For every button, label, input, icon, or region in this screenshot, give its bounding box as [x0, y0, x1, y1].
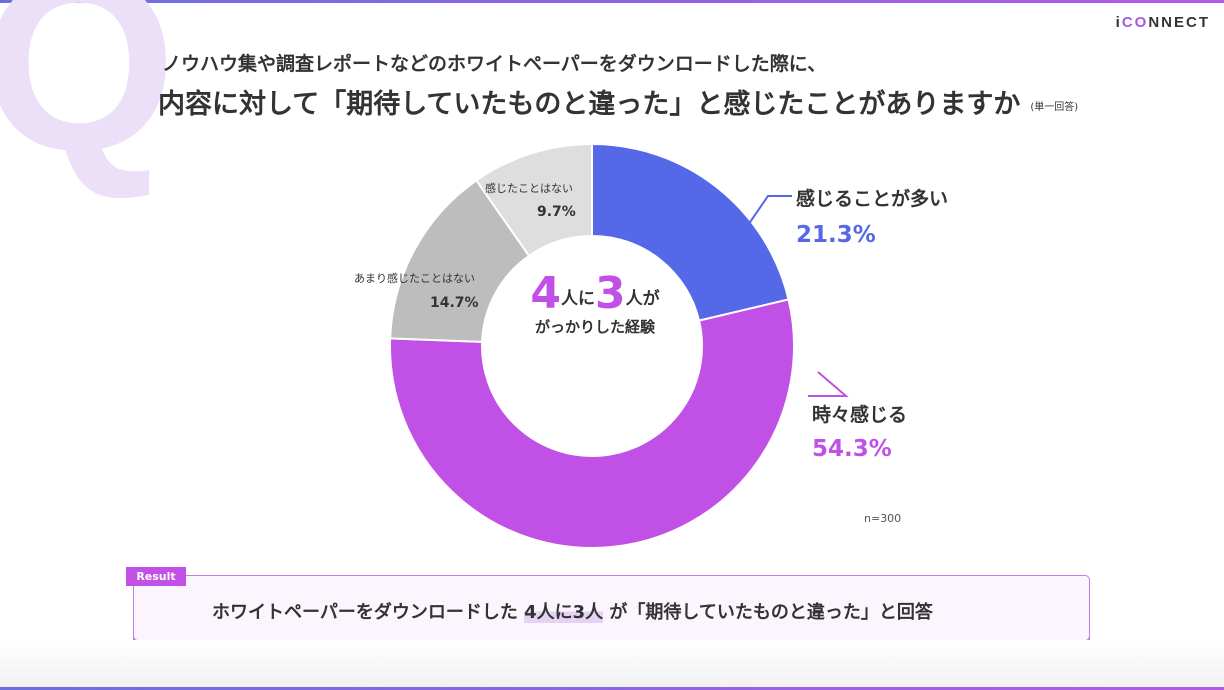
- leader-line-0: [745, 195, 792, 229]
- label-often: 感じることが多い: [796, 188, 949, 210]
- result-highlight: 4人に3人: [524, 602, 604, 623]
- question-line1: ノウハウ集や調査レポートなどのホワイトペーパーをダウンロードした際に、: [162, 53, 827, 75]
- value-often: 21.3%: [796, 222, 876, 248]
- value-never: 9.7%: [537, 204, 576, 220]
- answer-type-note: (単一回答): [1030, 102, 1079, 113]
- value-rarely: 14.7%: [430, 295, 479, 311]
- donut-slice-3: [474, 142, 593, 258]
- result-box: [133, 575, 1090, 641]
- leader-line-1: [808, 371, 849, 397]
- question-line2: 内容に対して「期待していたものと違った」と感じたことがありますか (単一回答): [158, 89, 1079, 120]
- result-tag: Result: [126, 567, 186, 586]
- bottom-accent-bar: [0, 687, 1224, 690]
- result-text: ホワイトペーパーをダウンロードした 4人に3人 が「期待していたものと違った」と…: [212, 602, 933, 623]
- iconnect-logo: iCONNECT: [1115, 14, 1210, 31]
- sample-size: n=300: [864, 512, 902, 525]
- donut-slice-1: [389, 298, 795, 549]
- label-sometimes: 時々感じる: [812, 404, 908, 426]
- label-rarely: あまり感じたことはない: [354, 272, 475, 285]
- center-subline: がっかりした経験: [534, 318, 655, 336]
- value-sometimes: 54.3%: [812, 436, 892, 462]
- bottom-fade: [0, 640, 1224, 690]
- top-accent-bar: [0, 0, 1224, 3]
- label-never: 感じたことはない: [485, 182, 573, 195]
- donut-slice-0: [591, 142, 790, 322]
- q-watermark: Q: [0, 0, 177, 202]
- center-headline: 4人に3人が: [530, 268, 660, 319]
